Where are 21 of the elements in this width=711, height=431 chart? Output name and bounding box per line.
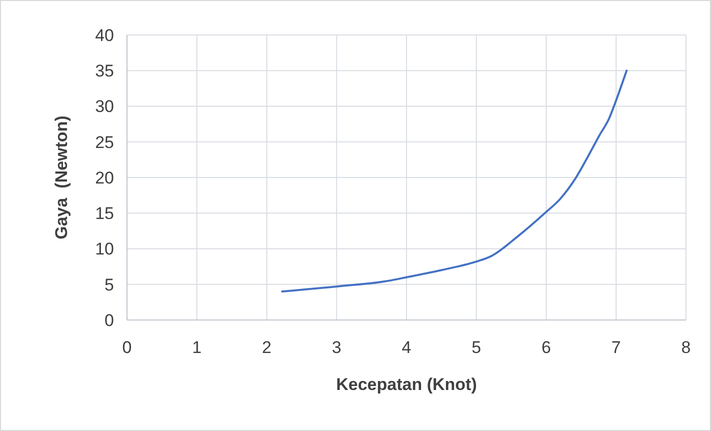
y-axis-title: Gaya (Newton): [52, 116, 71, 240]
x-tick-label: 7: [611, 338, 621, 357]
y-tick-label: 20: [95, 168, 114, 188]
x-tick-label: 3: [332, 338, 342, 357]
x-tick-label: 1: [192, 338, 202, 357]
y-tick-label: 5: [104, 275, 114, 294]
x-axis-title: Kecepatan (Knot): [336, 375, 477, 394]
y-tick-label: 10: [95, 240, 114, 259]
x-tick-label: 0: [122, 338, 132, 357]
y-tick-label: 25: [95, 132, 114, 152]
y-tick-label: 35: [95, 62, 114, 81]
x-tick-label: 4: [402, 338, 412, 357]
x-tick-label: 6: [542, 338, 551, 357]
x-tick-label: 2: [262, 338, 272, 357]
y-tick-label: 15: [95, 204, 114, 224]
x-tick-label: 8: [681, 338, 691, 357]
y-tick-label: 30: [95, 97, 114, 116]
y-tick-label: 40: [95, 26, 114, 45]
line-series: [281, 70, 628, 292]
x-tick-label: 5: [472, 338, 482, 357]
y-tick-label: 0: [104, 310, 114, 330]
